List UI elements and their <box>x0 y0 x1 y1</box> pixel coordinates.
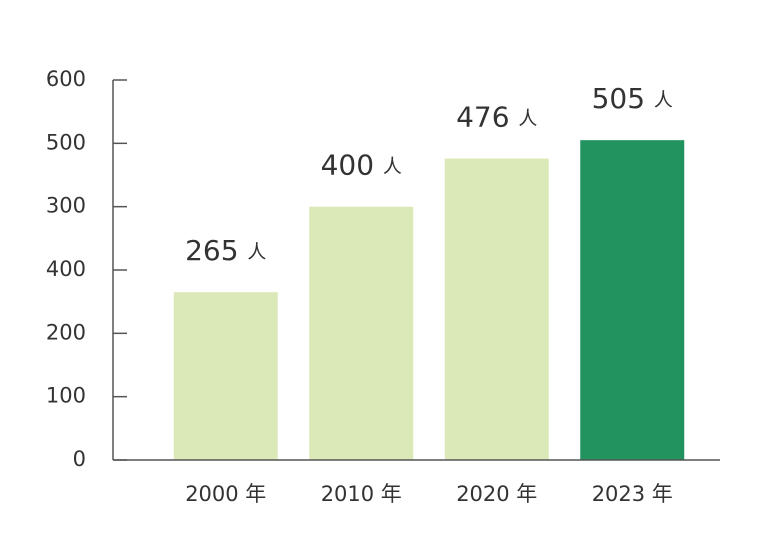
x-tick-label: 2023 年 <box>592 482 673 506</box>
value-label: 400 人 <box>321 149 402 182</box>
y-tick-label: 200 <box>46 320 86 344</box>
value-label: 265 人 <box>185 234 266 267</box>
y-tick-label: 500 <box>46 130 86 154</box>
x-tick-label: 2020 年 <box>456 482 537 506</box>
x-tick-label: 2000 年 <box>185 482 266 506</box>
x-tick-label: 2010 年 <box>321 482 402 506</box>
bar <box>173 292 278 460</box>
y-tick-label: 300 <box>46 194 86 218</box>
y-tick-label: 0 <box>73 447 86 471</box>
bar <box>444 158 549 461</box>
value-label: 505 人 <box>592 82 673 115</box>
y-tick-label: 600 <box>46 67 86 91</box>
bar <box>309 206 414 460</box>
value-label: 476 人 <box>456 101 537 134</box>
y-tick-label: 100 <box>46 384 86 408</box>
bar <box>580 140 685 460</box>
y-tick-label: 400 <box>46 257 86 281</box>
